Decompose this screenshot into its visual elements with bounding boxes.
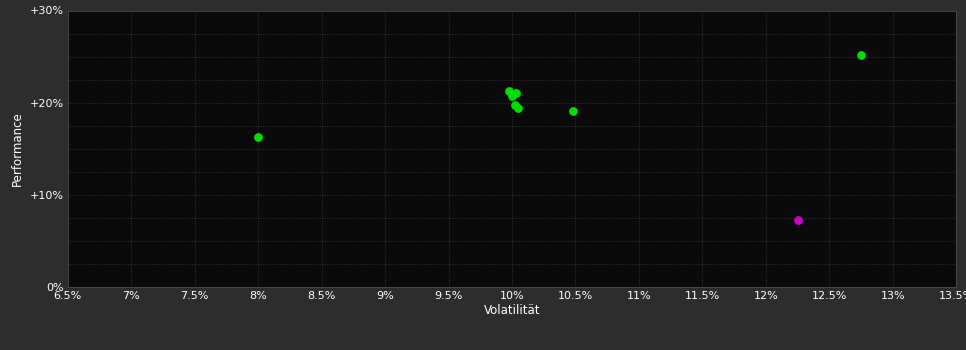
Point	[565, 108, 581, 114]
Point	[504, 93, 520, 99]
Point	[507, 102, 523, 107]
Point	[501, 88, 517, 93]
Point	[250, 134, 266, 140]
Y-axis label: Performance: Performance	[11, 111, 24, 186]
Point	[508, 91, 524, 96]
Point	[511, 105, 526, 111]
Point	[790, 217, 806, 223]
X-axis label: Volatilität: Volatilität	[484, 304, 540, 317]
Point	[853, 52, 868, 57]
